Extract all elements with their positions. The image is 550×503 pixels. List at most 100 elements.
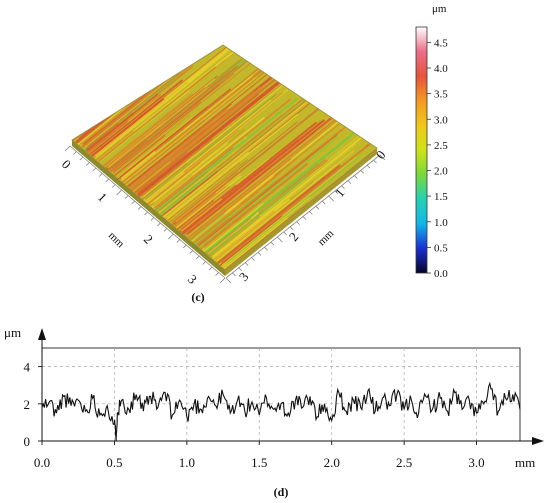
surface-streak <box>126 107 229 191</box>
surface-streak <box>197 107 370 246</box>
surface-streak <box>110 70 231 168</box>
colorbar-tick-label: 0.5 <box>434 242 448 254</box>
surface-streak <box>157 167 217 215</box>
surface-streak <box>166 161 241 222</box>
colorbar-tick-label: 3.5 <box>434 89 448 101</box>
surface-streak <box>158 173 210 216</box>
surface-streak <box>156 171 208 213</box>
surface-right-tick-mark <box>366 165 371 169</box>
surface-streak <box>211 198 291 263</box>
surface-streak <box>180 197 223 232</box>
x-tick-label: 0.0 <box>34 455 50 470</box>
surface-left-tick-mark <box>195 255 200 260</box>
surface-streak <box>191 212 226 241</box>
surface-left-tick-3: 3 <box>185 272 200 287</box>
surface-streak <box>95 129 134 162</box>
surface-right-tick-mark <box>238 267 243 271</box>
surface-streak <box>165 159 249 226</box>
surface-streak <box>87 71 181 148</box>
surface-streak <box>194 169 283 241</box>
surface-streak <box>198 134 338 247</box>
surface-right-tick-mark <box>245 262 249 266</box>
surface-streak <box>131 161 171 194</box>
surface-streak <box>168 170 238 227</box>
surface-left-tick-mark <box>99 173 103 177</box>
surface-streak <box>137 65 299 195</box>
surface-streak <box>154 98 292 209</box>
colorbar-tick-label: 1.5 <box>434 191 448 203</box>
surface-streak <box>185 110 341 235</box>
surface-right-tick-mark <box>264 247 268 251</box>
surface-left-tick-mark <box>86 162 90 166</box>
surface-streak <box>119 105 209 178</box>
surface-streak <box>206 216 261 260</box>
surface-streak <box>204 217 242 248</box>
surface-outline <box>71 44 378 271</box>
surface-streak <box>214 176 326 266</box>
surface-left-axis <box>64 145 226 284</box>
surface-left-tick-mark <box>131 200 135 205</box>
surface-streak <box>200 125 363 257</box>
surface-streak <box>189 131 316 233</box>
surface-left-tick-mark <box>92 167 97 172</box>
surface-streak <box>130 121 214 189</box>
surface-right-tick-mark <box>334 190 339 195</box>
surface-streak <box>184 106 348 238</box>
surface-left-tick-mark <box>219 277 226 284</box>
surface-streak <box>97 45 259 163</box>
profile-x-ticks: 0.0 0.5 1.0 1.5 2.0 2.5 3.0 <box>34 441 485 470</box>
surface-streak <box>125 60 284 189</box>
surface-streak <box>130 74 281 196</box>
surface-streak <box>85 112 135 153</box>
colorbar-tick-label: 1.0 <box>434 217 448 229</box>
surface-streak <box>208 202 283 263</box>
surface-right-tick-mark <box>379 154 386 161</box>
surface-left-tick-mark <box>111 184 116 188</box>
surface-streak <box>100 75 218 171</box>
surface-streak <box>85 122 120 150</box>
surface-streak <box>111 135 157 173</box>
surface-streak <box>208 175 308 256</box>
x-tick-label: 2.5 <box>396 455 412 470</box>
colorbar-tick-label: 2.5 <box>434 140 448 152</box>
surface-streak <box>220 196 311 269</box>
colorbar: μm 0.0 0.5 1.0 1.5 2.0 2.5 3.0 3.5 4.0 4.5 <box>415 3 448 280</box>
surface-streak <box>120 150 156 180</box>
surface-right-tick-mark <box>232 272 236 277</box>
surface-streak <box>151 147 234 214</box>
x-axis-arrowhead <box>532 437 544 445</box>
surface-left-tick-mark <box>208 266 213 271</box>
surface-streak <box>180 184 238 231</box>
surface-streak <box>157 170 219 220</box>
surface-streak <box>187 157 292 242</box>
surface-streak <box>212 129 372 258</box>
colorbar-tick-label: 0.0 <box>434 268 448 280</box>
surface-streak <box>135 151 189 195</box>
surface-streak <box>203 204 255 246</box>
surface-streak <box>142 99 272 205</box>
y-axis-unit: μm <box>4 325 21 340</box>
panel-d-caption: (d) <box>274 485 289 499</box>
profile-panel: μm mm 0.0 0.5 1.0 1.5 2.0 2.5 3.0 0 2 4 (d) <box>4 325 544 499</box>
surface-streak <box>144 95 274 200</box>
surface-right-tick-3: 3 <box>236 269 252 284</box>
surface-streak <box>222 217 289 270</box>
surface-streak <box>142 63 310 198</box>
colorbar-gradient <box>415 26 428 274</box>
surface-right-tick-mark <box>277 236 283 243</box>
surface-right-face <box>225 148 377 276</box>
x-axis-unit: mm <box>515 455 535 470</box>
surface-streak <box>106 123 171 175</box>
colorbar-tick-label: 3.0 <box>434 114 448 126</box>
surface-left-axis-unit: mm <box>106 230 127 251</box>
surface-streak <box>102 86 206 170</box>
surface-streak <box>216 150 355 262</box>
surface-streak <box>107 87 209 169</box>
surface-left-tick-mark <box>157 222 161 227</box>
surface-left-tick-1: 1 <box>95 190 110 205</box>
surface-right-tick-mark <box>360 170 364 174</box>
surface-streak <box>100 92 194 168</box>
surface-left-tick-mark <box>215 272 219 276</box>
y-axis-arrowhead <box>38 328 46 340</box>
